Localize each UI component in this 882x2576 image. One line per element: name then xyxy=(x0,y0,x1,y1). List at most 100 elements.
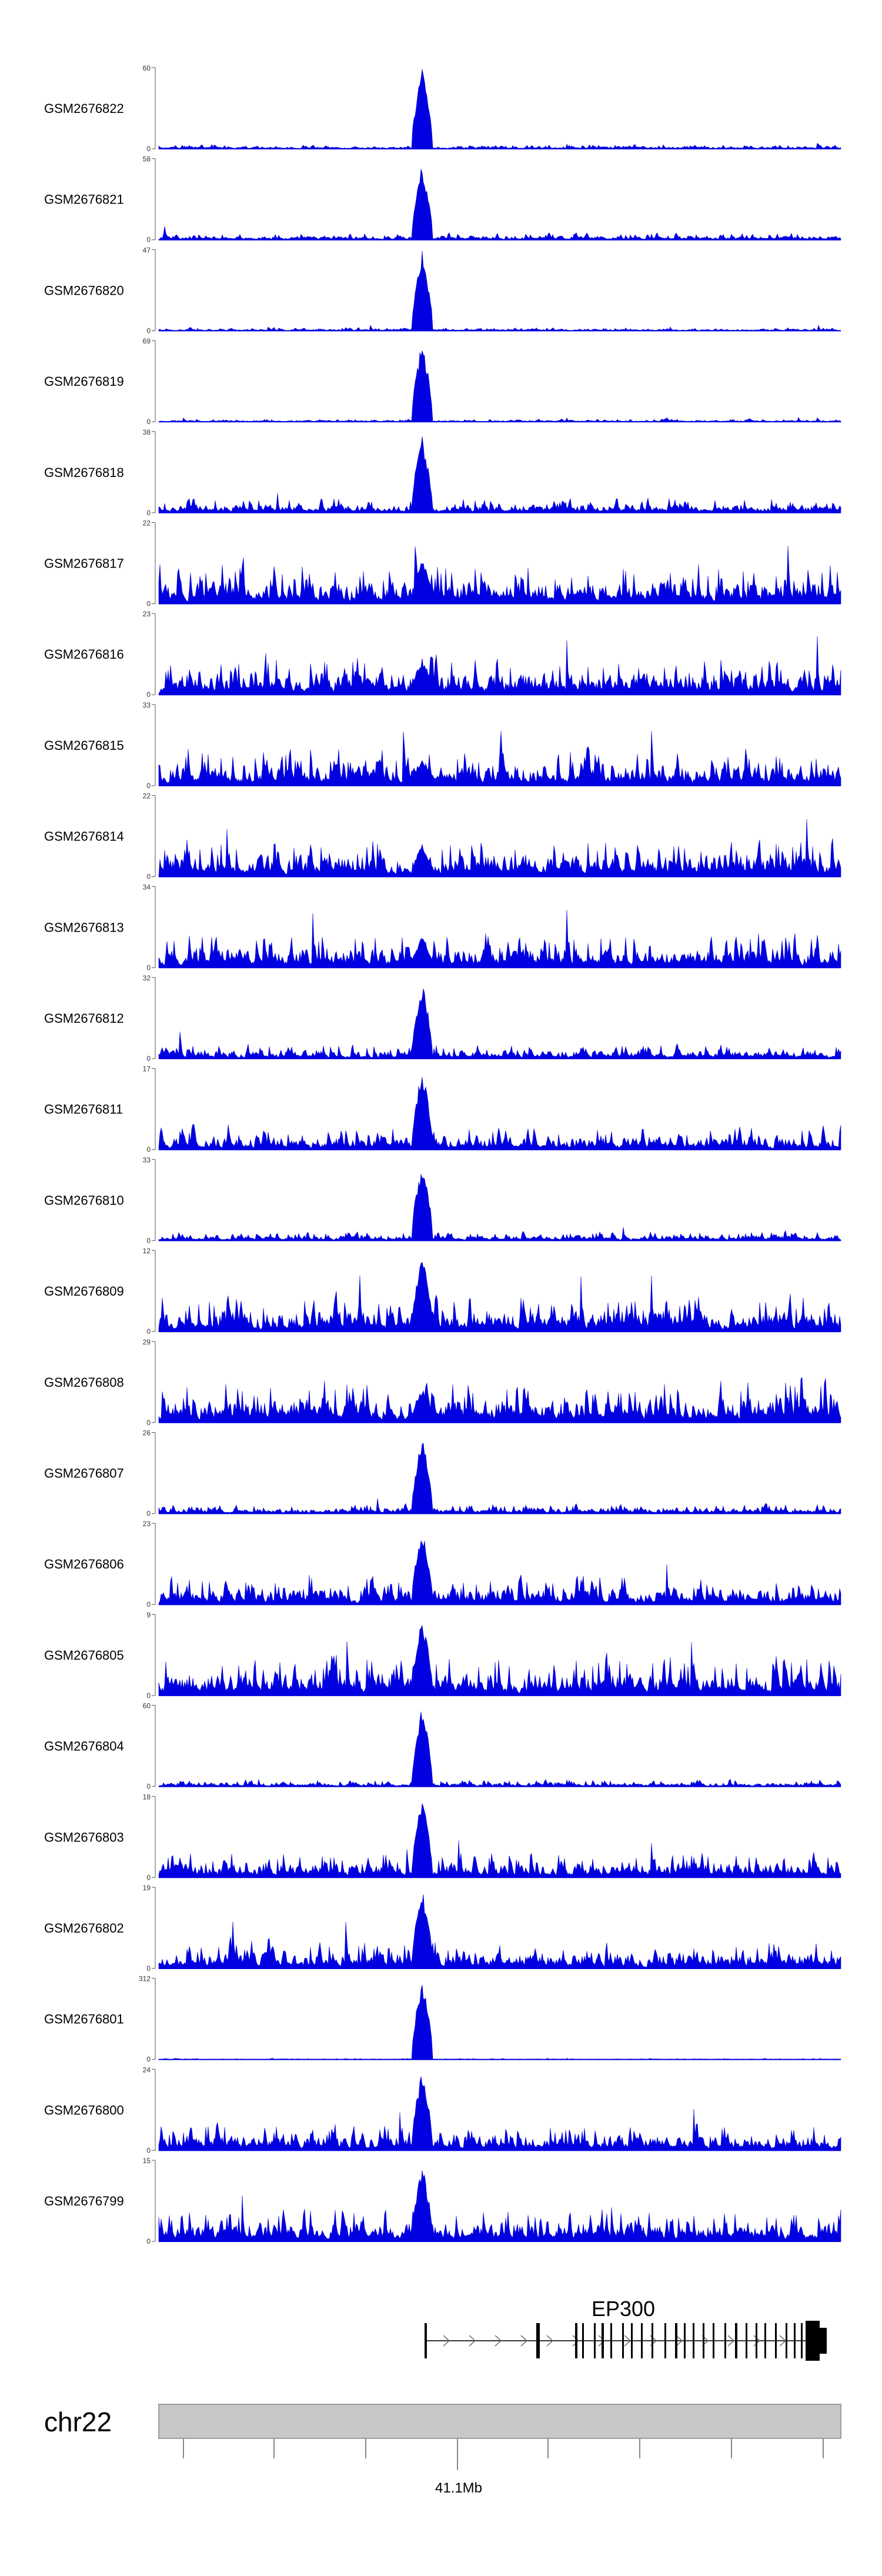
track-label: GSM2676811 xyxy=(44,1102,123,1117)
coverage-area xyxy=(158,169,841,240)
y-max-label: 58 xyxy=(143,155,151,163)
gene-exon xyxy=(693,2323,694,2358)
y-max-label: 19 xyxy=(143,1884,151,1892)
gene-exon xyxy=(575,2323,577,2358)
y-min-label: 0 xyxy=(146,509,151,517)
y-max-label: 34 xyxy=(143,883,151,891)
y-min-label: 0 xyxy=(146,1964,151,1973)
y-max-label: 18 xyxy=(143,1793,151,1801)
track-label: GSM2676814 xyxy=(44,829,124,844)
track-label: GSM2676805 xyxy=(44,1648,124,1663)
y-max-label: 23 xyxy=(143,1520,151,1528)
y-max-label: 38 xyxy=(143,428,151,436)
track-GSM2676805: GSM2676805 9 0 xyxy=(44,1611,841,1700)
y-max-label: 17 xyxy=(143,1065,151,1073)
gene-model-ep300 xyxy=(425,2321,827,2361)
track-GSM2676820: GSM2676820 47 0 xyxy=(44,246,841,335)
coverage-area xyxy=(158,251,841,331)
track-label: GSM2676821 xyxy=(44,192,124,207)
track-GSM2676812: GSM2676812 32 0 xyxy=(44,974,841,1063)
gene-exon xyxy=(631,2323,633,2358)
y-min-label: 0 xyxy=(146,1146,151,1154)
track-label: GSM2676807 xyxy=(44,1466,124,1481)
gene-exon xyxy=(775,2323,777,2358)
y-max-label: 47 xyxy=(143,246,151,254)
gene-exon xyxy=(594,2323,596,2358)
coverage-area xyxy=(158,1624,841,1696)
strand-arrow xyxy=(598,2335,606,2347)
y-min-label: 0 xyxy=(146,1600,151,1609)
coverage-area xyxy=(158,1443,841,1514)
gene-exon xyxy=(713,2323,714,2358)
coverage-area xyxy=(158,636,841,695)
y-max-label: 33 xyxy=(143,701,151,709)
coverage-area xyxy=(158,1377,841,1423)
track-GSM2676804: GSM2676804 60 0 xyxy=(44,1702,841,1791)
y-min-label: 0 xyxy=(146,963,151,972)
track-label: GSM2676813 xyxy=(44,920,124,935)
strand-arrow xyxy=(546,2335,554,2347)
track-label: GSM2676819 xyxy=(44,374,124,389)
track-label: GSM2676822 xyxy=(44,101,124,116)
track-label: GSM2676802 xyxy=(44,1921,124,1936)
y-max-label: 69 xyxy=(143,337,151,345)
y-max-label: 312 xyxy=(139,1975,151,1983)
strand-arrow xyxy=(495,2335,502,2347)
track-label: GSM2676818 xyxy=(44,465,124,480)
track-label: GSM2676809 xyxy=(44,1284,124,1299)
gene-utr xyxy=(820,2328,827,2354)
y-min-label: 0 xyxy=(146,326,151,335)
track-GSM2676806: GSM2676806 23 0 xyxy=(44,1520,841,1609)
coverage-area xyxy=(158,988,841,1059)
y-min-label: 0 xyxy=(146,1510,151,1518)
coverage-area xyxy=(158,1894,841,1969)
y-min-label: 0 xyxy=(146,782,151,790)
y-max-label: 15 xyxy=(143,2157,151,2165)
y-min-label: 0 xyxy=(146,600,151,608)
gene-exon xyxy=(425,2323,427,2358)
track-label: GSM2676817 xyxy=(44,556,124,571)
gene-track: EP300 xyxy=(425,2297,827,2361)
y-min-label: 0 xyxy=(146,145,151,153)
coverage-area xyxy=(158,1077,841,1150)
y-min-label: 0 xyxy=(146,1327,151,1336)
gene-exon xyxy=(582,2323,584,2358)
gene-exon xyxy=(641,2323,643,2358)
track-GSM2676808: GSM2676808 29 0 xyxy=(44,1338,841,1427)
gene-exon xyxy=(675,2323,677,2358)
gene-exon-last xyxy=(806,2321,820,2361)
track-GSM2676800: GSM2676800 24 0 xyxy=(44,2066,841,2154)
y-max-label: 9 xyxy=(146,1611,151,1619)
track-label: GSM2676804 xyxy=(44,1739,124,1754)
track-GSM2676816: GSM2676816 23 0 xyxy=(44,610,841,699)
strand-arrow xyxy=(469,2335,476,2347)
chromosome-bar xyxy=(158,2404,841,2439)
chromosome-ideogram: chr22 41.1Mb xyxy=(44,2404,841,2496)
gene-exon xyxy=(735,2323,737,2358)
track-GSM2676817: GSM2676817 22 0 xyxy=(44,519,841,608)
coverage-area xyxy=(158,351,841,422)
y-min-label: 0 xyxy=(146,1055,151,1063)
track-GSM2676819: GSM2676819 69 0 xyxy=(44,337,841,426)
coverage-tracks: GSM2676822600GSM2676821580GSM2676820470G… xyxy=(44,64,841,2245)
coverage-area xyxy=(158,1540,841,1605)
track-GSM2676822: GSM2676822 60 0 xyxy=(44,64,841,153)
track-GSM2676815: GSM2676815 33 0 xyxy=(44,701,841,790)
coverage-area xyxy=(158,2170,841,2242)
y-max-label: 60 xyxy=(143,1702,151,1710)
gene-exon xyxy=(764,2323,766,2358)
track-GSM2676803: GSM2676803 18 0 xyxy=(44,1793,841,1881)
y-min-label: 0 xyxy=(146,2146,151,2154)
track-label: GSM2676799 xyxy=(44,2194,124,2208)
strand-arrow xyxy=(443,2335,450,2347)
coverage-area xyxy=(158,2076,841,2151)
coverage-area xyxy=(158,436,841,513)
chromosome-label: chr22 xyxy=(44,2407,112,2437)
y-min-label: 0 xyxy=(146,1419,151,1427)
gene-exon xyxy=(622,2323,624,2358)
track-GSM2676821: GSM2676821 58 0 xyxy=(44,155,841,244)
y-max-label: 32 xyxy=(143,974,151,982)
gene-exon xyxy=(684,2323,686,2358)
y-max-label: 22 xyxy=(143,792,151,800)
track-label: GSM2676812 xyxy=(44,1011,124,1026)
